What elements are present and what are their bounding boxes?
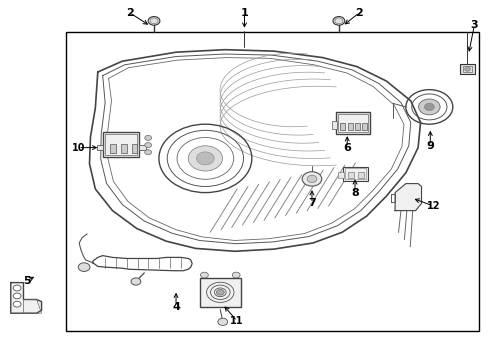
Text: 3: 3 bbox=[469, 20, 477, 30]
Bar bbox=[66, 32, 478, 331]
Bar bbox=[110, 144, 116, 153]
Bar bbox=[105, 134, 137, 155]
Circle shape bbox=[306, 175, 316, 183]
Circle shape bbox=[188, 146, 222, 171]
Text: 12: 12 bbox=[426, 201, 439, 211]
Circle shape bbox=[332, 17, 344, 25]
Bar bbox=[331, 121, 336, 129]
Text: 11: 11 bbox=[230, 316, 244, 326]
Bar bbox=[462, 66, 471, 72]
Bar bbox=[459, 64, 474, 74]
Bar bbox=[357, 172, 363, 178]
Circle shape bbox=[144, 135, 151, 140]
Bar bbox=[97, 145, 103, 150]
Bar bbox=[131, 144, 137, 153]
Text: 5: 5 bbox=[23, 276, 31, 286]
Circle shape bbox=[13, 301, 21, 307]
Text: 8: 8 bbox=[350, 188, 358, 198]
Bar bbox=[362, 123, 366, 130]
Bar bbox=[139, 145, 145, 150]
Bar bbox=[343, 167, 367, 181]
Text: 2: 2 bbox=[125, 8, 133, 18]
Bar bbox=[347, 123, 352, 130]
Bar bbox=[347, 172, 353, 178]
Text: 10: 10 bbox=[71, 143, 85, 153]
Bar bbox=[340, 123, 345, 130]
Circle shape bbox=[218, 318, 227, 325]
Text: 1: 1 bbox=[240, 8, 248, 18]
Circle shape bbox=[200, 272, 208, 278]
Circle shape bbox=[131, 278, 141, 285]
Bar bbox=[338, 114, 367, 132]
Circle shape bbox=[232, 272, 240, 278]
Circle shape bbox=[418, 99, 439, 115]
Text: 7: 7 bbox=[307, 198, 315, 208]
Circle shape bbox=[13, 293, 21, 299]
Text: 9: 9 bbox=[426, 141, 433, 151]
Polygon shape bbox=[11, 283, 41, 313]
Bar bbox=[354, 123, 359, 130]
Circle shape bbox=[464, 67, 469, 71]
Text: 2: 2 bbox=[355, 8, 363, 18]
Bar bbox=[338, 172, 343, 178]
Circle shape bbox=[216, 289, 224, 295]
Circle shape bbox=[148, 17, 160, 25]
Bar bbox=[336, 112, 369, 134]
Circle shape bbox=[424, 103, 433, 111]
Bar bbox=[345, 168, 365, 179]
Circle shape bbox=[144, 143, 151, 148]
Circle shape bbox=[302, 172, 321, 186]
Circle shape bbox=[196, 152, 214, 165]
Text: 4: 4 bbox=[172, 302, 180, 312]
Text: 6: 6 bbox=[343, 143, 350, 153]
Bar bbox=[199, 278, 241, 307]
Circle shape bbox=[13, 285, 21, 291]
Circle shape bbox=[144, 150, 151, 155]
Bar bbox=[121, 144, 126, 153]
Bar bbox=[102, 132, 139, 157]
Polygon shape bbox=[394, 184, 421, 211]
Circle shape bbox=[78, 263, 90, 271]
